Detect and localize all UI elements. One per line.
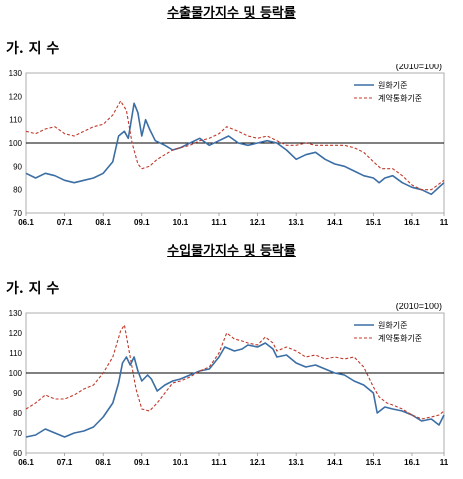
plot-area-1 bbox=[25, 312, 445, 454]
import-chart-title: 수입물가지수 및 등락률 bbox=[167, 244, 296, 259]
x-tick-label-8: 14.1 bbox=[327, 458, 343, 467]
x-tick-label-2: 08.1 bbox=[95, 458, 111, 467]
export-section-label: 가. 지 수 bbox=[6, 41, 60, 57]
legend-label-0: 원화기준 bbox=[378, 81, 407, 90]
x-tick-label-6: 12.1 bbox=[250, 458, 266, 467]
x-tick-label-5: 11.1 bbox=[211, 458, 227, 467]
y-tick-label-0: 70 bbox=[13, 209, 22, 218]
x-tick-label-4: 10.1 bbox=[173, 218, 189, 227]
x-tick-label-11: 11 bbox=[440, 458, 449, 467]
x-tick-label-8: 14.1 bbox=[327, 218, 343, 227]
base-year-note: (2010=100) bbox=[396, 303, 442, 311]
x-tick-label-10: 16.1 bbox=[404, 458, 420, 467]
y-tick-label-1: 70 bbox=[13, 429, 22, 438]
y-tick-label-2: 80 bbox=[13, 409, 22, 418]
x-tick-label-0: 06.1 bbox=[18, 458, 34, 467]
x-tick-label-6: 12.1 bbox=[250, 218, 266, 227]
series-line-contract bbox=[25, 324, 445, 420]
x-tick-label-2: 08.1 bbox=[95, 218, 111, 227]
x-tick-label-9: 15.1 bbox=[366, 218, 382, 227]
x-tick-label-3: 09.1 bbox=[134, 218, 150, 227]
legend-label-1: 계약통화기준 bbox=[378, 333, 422, 343]
y-tick-label-4: 110 bbox=[9, 116, 22, 125]
y-tick-label-7: 130 bbox=[9, 309, 23, 318]
x-tick-label-4: 10.1 bbox=[173, 458, 189, 467]
x-tick-label-3: 09.1 bbox=[134, 458, 150, 467]
legend-label-1: 계약통화기준 bbox=[378, 93, 422, 103]
x-tick-label-11: 11 bbox=[440, 218, 449, 227]
x-tick-label-5: 11.1 bbox=[211, 218, 227, 227]
x-tick-label-9: 15.1 bbox=[366, 458, 382, 467]
y-tick-label-4: 100 bbox=[9, 369, 23, 378]
y-tick-label-5: 120 bbox=[9, 92, 23, 101]
y-tick-label-2: 90 bbox=[13, 162, 22, 171]
y-tick-label-1: 80 bbox=[13, 186, 22, 195]
x-tick-label-0: 06.1 bbox=[18, 218, 34, 227]
import-price-chart: 60 70 80 90 100 110 120 130 06.1 07.1 08.1 09.1 10.1… bbox=[9, 303, 449, 467]
y-tick-label-6: 130 bbox=[9, 69, 23, 78]
y-tick-label-3: 90 bbox=[13, 389, 22, 398]
series-line-contract bbox=[25, 100, 445, 191]
x-tick-label-10: 16.1 bbox=[404, 218, 420, 227]
x-tick-label-7: 13.1 bbox=[288, 458, 304, 467]
x-tick-label-7: 13.1 bbox=[288, 218, 304, 227]
y-tick-label-5: 110 bbox=[9, 349, 22, 358]
y-tick-label-6: 120 bbox=[9, 329, 23, 338]
x-tick-label-1: 07.1 bbox=[57, 218, 73, 227]
x-tick-label-1: 07.1 bbox=[57, 458, 73, 467]
y-tick-label-0: 60 bbox=[13, 449, 22, 458]
export-price-chart: 70 80 90 100 110 120 130 06.1 07.1 08.1 09.1 10.1 11… bbox=[9, 64, 449, 227]
import-section-label: 가. 지 수 bbox=[6, 281, 60, 297]
export-chart-title: 수출물가지수 및 등락률 bbox=[167, 6, 296, 21]
y-tick-label-3: 100 bbox=[9, 139, 23, 148]
series-line-won bbox=[25, 342, 445, 438]
legend-label-0: 원화기준 bbox=[378, 321, 407, 330]
base-year-note: (2010=100) bbox=[396, 64, 442, 71]
series-line-won bbox=[25, 102, 445, 196]
